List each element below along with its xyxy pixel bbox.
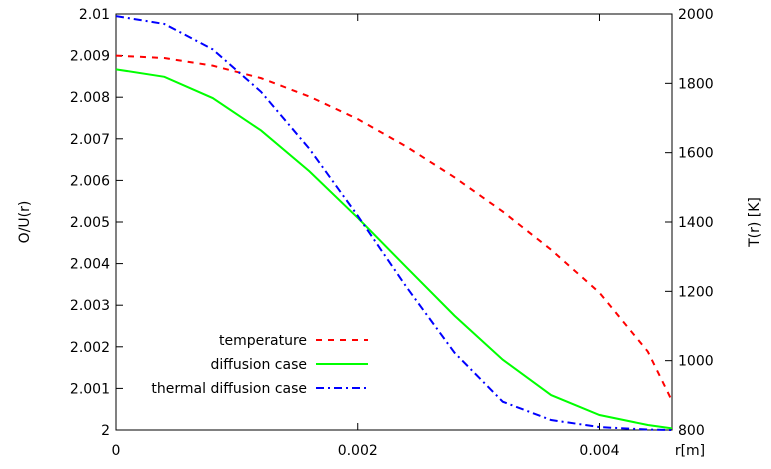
y2-tick-label: 1800: [678, 76, 714, 92]
y2-tick-label: 800: [678, 423, 705, 439]
series-lines: [115, 15, 673, 431]
legend-label: thermal diffusion case: [151, 381, 307, 397]
y2-tick-label: 1600: [678, 146, 714, 162]
x-tick-label: 0: [112, 443, 121, 459]
y2-tick-label: 1400: [678, 215, 714, 231]
series-line-1: [115, 68, 673, 430]
y-tick-label: 2.01: [79, 7, 110, 23]
y2-tick-label: 1200: [678, 284, 714, 300]
y2-tick-label: 1000: [678, 354, 714, 370]
series-line-2: [115, 15, 673, 431]
y-tick-label: 2.005: [70, 215, 110, 231]
y-tick-label: 2: [101, 423, 110, 439]
legend-label: temperature: [219, 333, 307, 349]
y-tick-label: 2.006: [70, 173, 110, 189]
x-tick-label: 0.002: [338, 443, 378, 459]
y-tick-label: 2.009: [70, 49, 110, 65]
y-tick-label: 2.007: [70, 132, 110, 148]
y-tick-label: 2.002: [70, 340, 110, 356]
y-tick-label: 2.004: [70, 257, 110, 273]
legend: temperature diffusion case thermal diffusi…: [151, 333, 368, 397]
y-tick-label: 2.001: [70, 381, 110, 397]
y-axis-label: O/U(r): [17, 201, 33, 244]
y2-tick-label: 2000: [678, 7, 714, 23]
y-tick-label: 2.003: [70, 298, 110, 314]
plot-frame: [115, 13, 673, 431]
legend-label: diffusion case: [210, 357, 307, 373]
series-line-0: [115, 54, 673, 402]
x-tick-label: 0.004: [579, 443, 619, 459]
x-axis-label: r[m]: [675, 443, 705, 459]
y2-axis-label: T(r) [K]: [747, 197, 763, 248]
y-tick-label: 2.008: [70, 90, 110, 106]
ticks: 2 2.001 2.002 2.003 2.004 2.005 2.006 2.007 2.00…: [70, 7, 714, 459]
